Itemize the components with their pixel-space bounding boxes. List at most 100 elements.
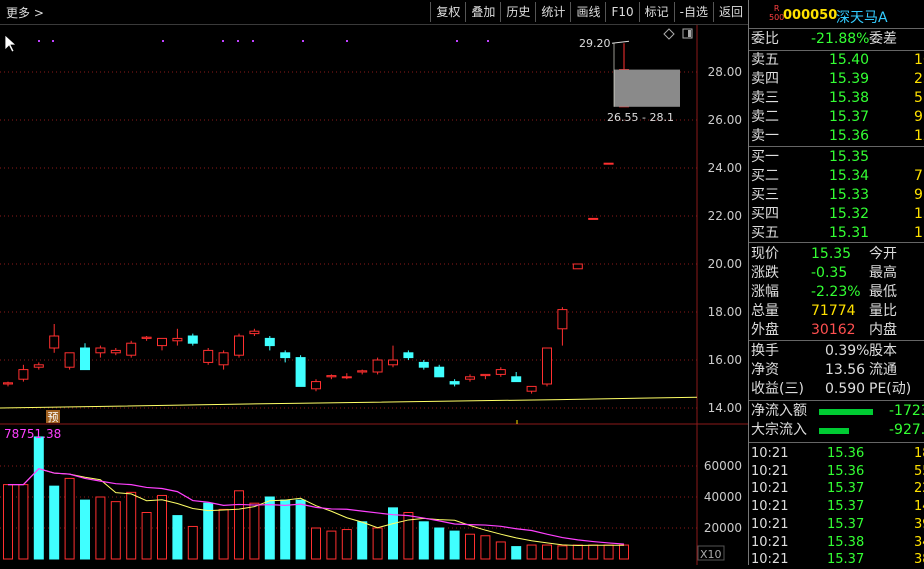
event-dot [302, 40, 304, 42]
bid-label: 买二 [751, 168, 779, 184]
volume-bar [326, 530, 337, 560]
volume-bar [187, 525, 198, 560]
volume-scale-label: X10 [700, 548, 722, 561]
tick-time: 10:21 [751, 481, 789, 497]
volume-bar [95, 496, 106, 560]
ask-qty: 9 [914, 109, 923, 125]
candle-body [372, 359, 383, 373]
bid-price: 15.33 [829, 187, 870, 203]
candle-body [542, 347, 552, 385]
candle-body [388, 359, 398, 366]
candle-body [526, 385, 537, 392]
volume-bar [341, 529, 352, 560]
candle-body [3, 382, 13, 385]
volume-bar [157, 494, 167, 560]
stat-label-right: 量比 [869, 303, 897, 319]
bid-row: 买三 15.33 9 [749, 186, 924, 205]
stock-code[interactable]: 000050 [783, 8, 838, 23]
tick-time: 10:21 [751, 463, 789, 479]
tick-row: 10:21 15.36 55 [749, 462, 924, 481]
mark-button[interactable]: 标记 [638, 2, 674, 22]
divider [749, 28, 924, 29]
fundamental-row: 净资 13.56 流通 [749, 361, 924, 380]
fundamental-value: 0.590 [825, 381, 866, 397]
volume-bar [557, 545, 568, 560]
price-tick-label: 18.00 [708, 305, 742, 319]
volume-bar [264, 496, 275, 560]
add-watchlist-button[interactable]: -自选 [673, 2, 713, 22]
candle-body [33, 364, 44, 368]
stat-value: 30162 [811, 322, 856, 338]
volume-bar [434, 527, 445, 560]
candle-body [603, 162, 614, 165]
more-button[interactable]: 更多 > [6, 6, 44, 20]
volume-bar [449, 530, 460, 560]
stat-label: 涨跌 [751, 265, 779, 281]
ask-row: 卖四 15.39 25 [749, 70, 924, 89]
volume-bar [372, 527, 383, 560]
volume-bar [64, 477, 75, 560]
candle-body [172, 337, 183, 342]
volume-bar [295, 499, 306, 560]
volume-bar [234, 490, 244, 560]
history-button[interactable]: 历史 [500, 2, 535, 22]
candle-body [280, 352, 291, 359]
tick-volume: 55 [914, 463, 924, 479]
statistics-button[interactable]: 统计 [535, 2, 570, 22]
toolbar-buttons: 复权 叠加 历史 统计 画线 F10 标记 -自选 返回 [430, 2, 748, 22]
back-button[interactable]: 返回 [712, 2, 748, 22]
stat-value: 71774 [811, 303, 856, 319]
volume-bar [33, 436, 44, 560]
stat-row: 外盘 30162 内盘 [749, 321, 924, 340]
tick-row: 10:21 15.38 34 [749, 533, 924, 552]
volume-bar [141, 512, 152, 560]
draw-line-button[interactable]: 画线 [570, 2, 605, 22]
flow-value: -1723 [889, 403, 924, 419]
stat-label: 涨幅 [751, 284, 779, 300]
tick-time: 10:21 [751, 552, 789, 568]
tick-price: 15.37 [827, 499, 865, 515]
max-price-arrow [611, 40, 630, 44]
event-dot [346, 40, 348, 42]
ask-price: 15.38 [829, 90, 870, 106]
f10-button[interactable]: F10 [605, 2, 638, 22]
kline-chart[interactable]: 28.00 26.00 24.00 22.00 20.00 18.00 16.00 14.00… [0, 25, 748, 565]
commission-ratio-value: -21.88% [811, 31, 870, 47]
stat-value: -0.35 [811, 265, 848, 281]
volume-bar [495, 541, 506, 560]
stat-value: 15.35 [811, 246, 852, 262]
volume-tick-label: 60000 [704, 459, 742, 473]
candle-body [449, 381, 460, 385]
flow-label: 大宗流入 [751, 422, 807, 438]
fundamental-value: 13.56 [825, 362, 866, 378]
tick-volume: 39 [914, 516, 924, 532]
bid-price: 15.35 [829, 149, 870, 165]
bid-row: 买一 15.35 [749, 148, 924, 167]
flow-value: -927.2 [889, 422, 924, 438]
flow-row: 大宗流入 -927.2 [749, 421, 924, 440]
volume-bar [172, 515, 183, 560]
bid-row: 买四 15.32 15 [749, 205, 924, 224]
volume-bar [588, 544, 599, 560]
flow-bar [819, 428, 849, 434]
volume-tick-label: 20000 [704, 521, 742, 535]
range-label: 26.55 - 28.1 [607, 111, 674, 124]
overlay-button[interactable]: 叠加 [465, 2, 500, 22]
candle-body [326, 375, 337, 378]
commission-ratio-row: 委比 -21.88% 委差 [751, 31, 897, 47]
tick-row: 10:21 15.37 22 [749, 479, 924, 498]
price-tick-label: 28.00 [708, 65, 742, 79]
volume-bar [403, 512, 414, 560]
candle-body [49, 335, 60, 349]
volume-bar [572, 544, 583, 560]
candle-body [157, 337, 167, 347]
volume-bar [603, 544, 614, 560]
ask-qty: 25 [914, 71, 924, 87]
stat-label-right: 最低 [869, 284, 897, 300]
tick-volume: 18 [914, 446, 924, 461]
event-dot [237, 40, 239, 42]
tick-volume: 22 [914, 481, 924, 497]
divider [749, 242, 924, 243]
restore-right-button[interactable]: 复权 [430, 2, 465, 22]
stock-name[interactable]: 深天马A [836, 10, 888, 26]
